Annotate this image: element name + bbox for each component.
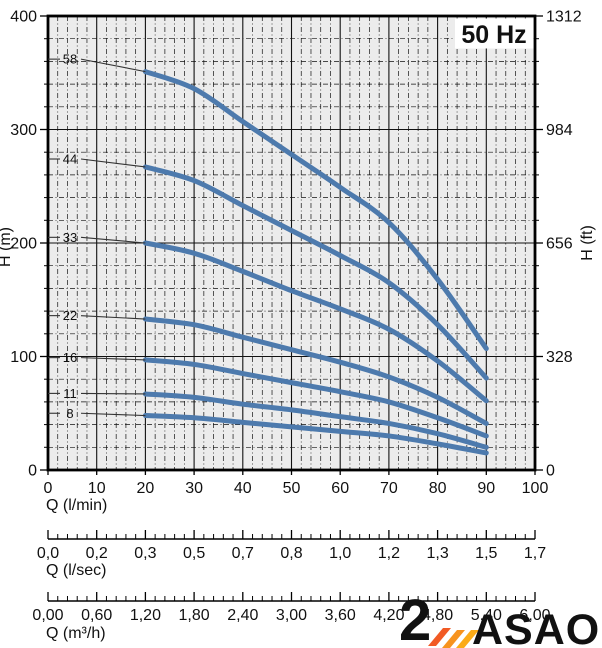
x-tick-label: 50 [283, 480, 301, 497]
y2-tick-label: 984 [546, 122, 573, 139]
curves-layer [142, 69, 489, 456]
stage-leader-line [80, 412, 146, 417]
x-tick-label: 10 [88, 480, 106, 497]
grid-layer [48, 16, 535, 470]
x-axis-label-m3h: Q (m³/h) [46, 625, 106, 642]
stage-leader-line [80, 392, 146, 395]
pump-curve-22 [142, 316, 489, 426]
stage-leader-line [80, 236, 146, 244]
x-tick-label: 80 [429, 480, 447, 497]
pump-curve-33 [142, 240, 489, 404]
lsec-tick-label: 0,3 [134, 545, 156, 562]
pump-curve-11 [142, 391, 489, 450]
y-tick-label: 100 [10, 349, 37, 366]
stage-leader-line [80, 357, 146, 361]
logo-wordmark: ASAO [472, 606, 600, 648]
stage-label-22: 22 [63, 308, 77, 323]
x-tick-label: 20 [137, 480, 155, 497]
y-axis-label-m: H (m) [0, 227, 14, 267]
stage-leader-line [80, 158, 146, 168]
m3h-tick-label: 5,40 [471, 607, 502, 624]
logo-2-icon: 2 [399, 588, 431, 648]
lsec-tick-label: 0,2 [86, 545, 108, 562]
y-tick-label: 400 [10, 9, 37, 26]
stage-label-33: 33 [63, 230, 77, 245]
stage-label-58: 58 [63, 52, 77, 67]
m3h-tick-label: 1,80 [179, 607, 210, 624]
lsec-tick-label: 0,8 [280, 545, 302, 562]
lsec-tick-label: 0,7 [232, 545, 254, 562]
x-tick-label: 60 [331, 480, 349, 497]
asao-logo: 2 ASAO [399, 588, 600, 648]
x-tick-label: 100 [522, 480, 549, 497]
m3h-tick-label: 0,60 [81, 607, 112, 624]
x-axis-label-lmin: Q (l/min) [46, 497, 107, 514]
stage-label-16: 16 [63, 350, 77, 365]
lsec-tick-label: 1,0 [329, 545, 351, 562]
frequency-label: 50 Hz [461, 21, 526, 49]
y2-tick-label: 0 [546, 463, 555, 480]
logo-stripe-icon [442, 630, 465, 648]
pump-curve-16 [142, 357, 489, 439]
y-tick-label: 300 [10, 122, 37, 139]
m3h-tick-label: 4,80 [422, 607, 453, 624]
lsec-tick-label: 1,5 [475, 545, 497, 562]
m3h-tick-label: 0,00 [32, 607, 63, 624]
frequency-badge [455, 18, 534, 49]
y2-tick-label: 1312 [546, 9, 582, 26]
pump-curve-44 [142, 164, 489, 381]
logo-stripe-icon [456, 630, 479, 648]
lsec-tick-label: 1,2 [378, 545, 400, 562]
m3h-tick-label: 6,00 [519, 607, 550, 624]
x-axis-label-lsec: Q (l/sec) [46, 562, 106, 579]
lsec-tick-label: 1,7 [524, 545, 546, 562]
m3h-tick-label: 1,20 [130, 607, 161, 624]
logo-stripe-icon [428, 628, 451, 646]
stage-leader-line [80, 58, 146, 73]
y2-axis-label-ft: H (ft) [579, 225, 596, 261]
lsec-tick-label: 0,5 [183, 545, 205, 562]
y-tick-label: 0 [28, 463, 37, 480]
m3h-tick-label: 3,60 [325, 607, 356, 624]
m3h-tick-label: 4,20 [373, 607, 404, 624]
x-tick-label: 0 [44, 480, 53, 497]
y-tick-label: 200 [10, 236, 37, 253]
pump-curve-58 [142, 69, 489, 352]
stage-label-8: 8 [66, 406, 73, 421]
stage-label-11: 11 [63, 386, 77, 401]
y2-tick-label: 656 [546, 236, 573, 253]
stage-leader-line [80, 315, 146, 320]
m3h-tick-label: 3,00 [276, 607, 307, 624]
lsec-tick-label: 0,0 [37, 545, 59, 562]
x-tick-label: 70 [380, 480, 398, 497]
x-tick-label: 30 [185, 480, 203, 497]
m3h-tick-label: 2,40 [227, 607, 258, 624]
pump-curve-8 [142, 413, 489, 456]
y2-tick-label: 328 [546, 349, 573, 366]
stage-label-44: 44 [63, 152, 77, 167]
lsec-tick-label: 1,3 [426, 545, 448, 562]
x-tick-label: 90 [477, 480, 495, 497]
x-tick-label: 40 [234, 480, 252, 497]
